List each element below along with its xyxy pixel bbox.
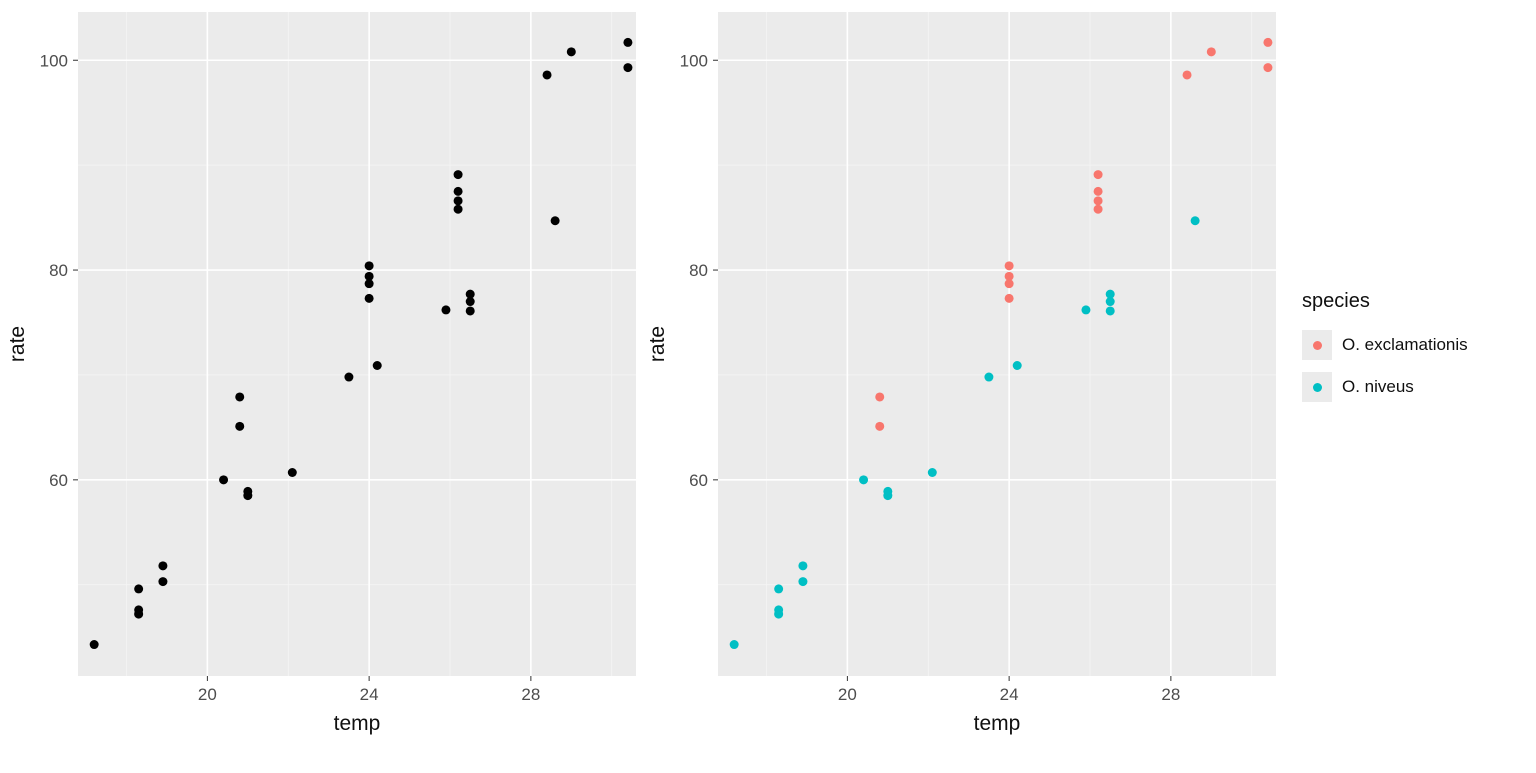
tick-label-y: 60 [689,471,708,490]
data-point [623,38,632,47]
tick-label-y: 100 [40,51,68,70]
axis-title-y: rate [646,326,669,362]
axis-title-y: rate [6,326,29,362]
data-point [466,290,475,299]
tick-label-y: 100 [680,51,708,70]
data-point [798,577,807,586]
data-point [344,373,353,382]
legend-swatch [1302,330,1332,360]
data-point [730,640,739,649]
legend-label: O. niveus [1342,377,1414,397]
plot-panel-left [78,12,636,676]
data-point [1005,294,1014,303]
data-point [235,422,244,431]
data-point [1013,361,1022,370]
data-point [1081,305,1090,314]
data-point [365,294,374,303]
data-point [441,305,450,314]
tick-label-y: 80 [689,261,708,280]
tick-label-x: 24 [360,685,379,704]
data-point [928,468,937,477]
legend-item: O. niveus [1302,372,1414,402]
legend-title: species [1302,290,1370,313]
data-point [1094,205,1103,214]
data-point [1263,63,1272,72]
data-point [551,216,560,225]
data-point [1094,170,1103,179]
tick-label-x: 24 [1000,685,1019,704]
axis-title-x: temp [334,712,381,735]
data-point [373,361,382,370]
data-point [798,561,807,570]
data-point [1005,272,1014,281]
data-point [365,261,374,270]
tick-label-x: 20 [198,685,217,704]
data-point [454,205,463,214]
data-point [235,392,244,401]
data-point [984,373,993,382]
data-point [466,306,475,315]
plot-panel-right [718,12,1276,676]
data-point [1094,187,1103,196]
data-point [1106,306,1115,315]
data-point [859,475,868,484]
data-point [1207,47,1216,56]
tick-label-x: 28 [1161,685,1180,704]
data-point [543,70,552,79]
data-point [875,392,884,401]
data-point [454,187,463,196]
data-point [774,584,783,593]
data-point [90,640,99,649]
data-point [219,475,228,484]
data-point [365,272,374,281]
data-point [1263,38,1272,47]
data-point [243,487,252,496]
legend-item: O. exclamationis [1302,330,1468,360]
data-point [883,487,892,496]
data-point [875,422,884,431]
figure: 20 24 28 60 80 100 temp rate 20 24 28 60 80 100 temp ra… [0,0,1536,768]
axis-title-x: temp [974,712,1021,735]
data-point [288,468,297,477]
data-point [1094,196,1103,205]
legend-dot-icon [1313,341,1322,350]
data-point [158,577,167,586]
data-point [454,170,463,179]
tick-label-y: 60 [49,471,68,490]
data-point [134,584,143,593]
data-point [623,63,632,72]
data-point [158,561,167,570]
legend-label: O. exclamationis [1342,335,1468,355]
tick-label-y: 80 [49,261,68,280]
data-point [454,196,463,205]
data-point [1191,216,1200,225]
data-point [1005,261,1014,270]
data-point [134,605,143,614]
legend-dot-icon [1313,383,1322,392]
data-point [1106,290,1115,299]
data-point [1183,70,1192,79]
tick-label-x: 20 [838,685,857,704]
data-point [567,47,576,56]
tick-label-x: 28 [521,685,540,704]
legend-swatch [1302,372,1332,402]
data-point [774,605,783,614]
